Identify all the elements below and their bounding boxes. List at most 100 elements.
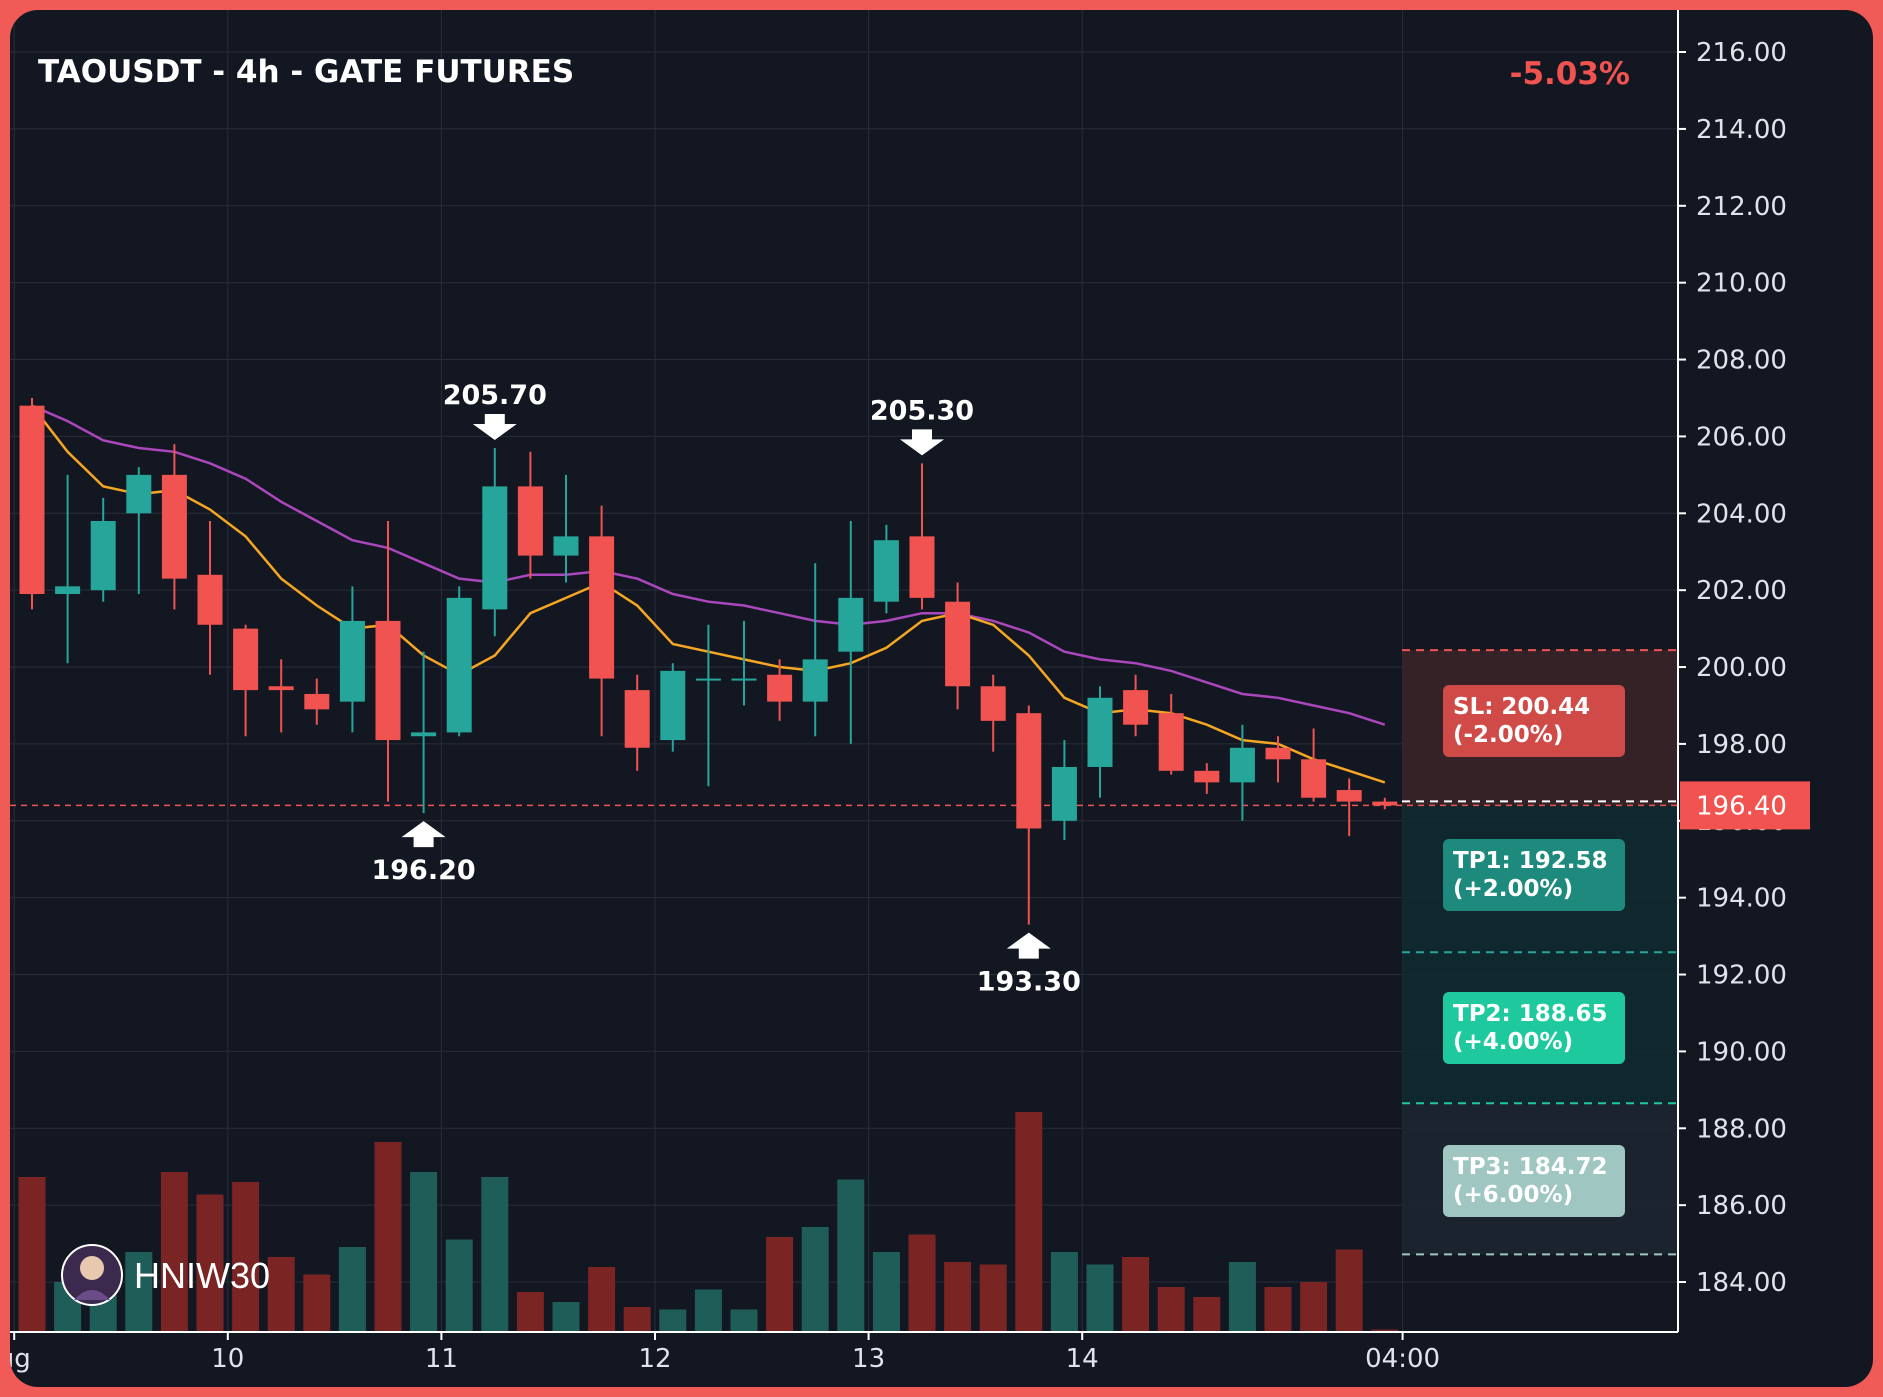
- candle: [126, 467, 152, 595]
- candle-body: [1229, 747, 1255, 783]
- candle: [1158, 693, 1184, 775]
- candle-body: [660, 670, 686, 741]
- volume-bar: [125, 1252, 153, 1332]
- watermark-handle: HNIW30: [134, 1255, 270, 1296]
- y-tick-label: 194.00: [1696, 884, 1787, 914]
- annotation-label: 205.70: [443, 380, 547, 411]
- current-price-tag: [1680, 781, 1810, 830]
- candle: [1265, 736, 1291, 783]
- volume-bar: [1228, 1262, 1256, 1332]
- volume-bar: [1300, 1282, 1328, 1332]
- candle-body: [624, 690, 650, 748]
- price-change: -5.03%: [1510, 56, 1630, 92]
- candle: [802, 563, 828, 737]
- volume-bar: [694, 1289, 722, 1332]
- volume-bars: [18, 1112, 1399, 1332]
- candle: [446, 586, 472, 737]
- candle-body: [375, 620, 401, 741]
- candles: [19, 397, 1398, 925]
- candle-body: [1123, 690, 1149, 725]
- candle: [873, 524, 899, 614]
- candle: [1194, 763, 1220, 794]
- volume-bar: [445, 1239, 473, 1332]
- candle-body: [1265, 747, 1291, 760]
- volume-bar: [232, 1182, 260, 1332]
- volume-bar: [303, 1274, 331, 1332]
- candle-body: [482, 486, 508, 610]
- y-tick-label: 184.00: [1696, 1268, 1787, 1298]
- y-tick-label: 210.00: [1696, 269, 1787, 299]
- tp1-label-percent: (+2.00%): [1453, 876, 1573, 902]
- tp2-label: TP2: 188.65(+4.00%): [1443, 992, 1625, 1064]
- candle: [411, 651, 437, 814]
- tp-sl-labels: SL: 200.44(-2.00%) TP1: 192.58(+2.00%) TP2…: [1443, 685, 1625, 1217]
- axes: 216.00 214.00 212.00 210.00 208.00 206.00 204.…: [10, 10, 1810, 1374]
- current-price-label: 196.40: [1696, 791, 1787, 821]
- x-tick-label: 04:00: [1365, 1344, 1440, 1374]
- y-tick-label: 202.00: [1696, 576, 1787, 606]
- candle: [517, 451, 543, 579]
- annotation-label: 196.20: [371, 855, 475, 886]
- candle-body: [268, 686, 294, 691]
- tp1-label-price: TP1: 192.58: [1453, 848, 1608, 874]
- candle: [980, 674, 1006, 752]
- volume-bar: [1050, 1252, 1078, 1332]
- volume-bar: [1193, 1297, 1221, 1332]
- candle: [1051, 740, 1077, 841]
- candle: [482, 447, 508, 637]
- candle: [161, 444, 187, 610]
- candle-body: [1158, 713, 1184, 771]
- candle: [1301, 728, 1327, 802]
- y-tick-label: 200.00: [1696, 653, 1787, 683]
- volume-bar: [908, 1234, 936, 1332]
- annotation-label: 193.30: [977, 967, 1081, 998]
- y-tick-label: 186.00: [1696, 1191, 1787, 1221]
- volume-bar: [1371, 1329, 1399, 1332]
- candle: [55, 474, 81, 664]
- sl-label: SL: 200.44(-2.00%): [1443, 685, 1625, 757]
- candle-body: [517, 486, 543, 556]
- candlestick-chart[interactable]: 205.70 205.30 196.20 193.30 SL: 200.44(-2.0…: [10, 10, 1873, 1387]
- x-tick-label: 12: [638, 1344, 671, 1374]
- annotation-high: 205.30: [870, 395, 974, 456]
- volume-bar: [481, 1177, 509, 1332]
- volume-bar: [659, 1309, 687, 1332]
- candle-body: [1194, 770, 1220, 783]
- volume-bar: [801, 1227, 829, 1332]
- volume-bar: [1122, 1257, 1150, 1332]
- volume-bar: [18, 1177, 46, 1332]
- arrow-down-icon: [472, 413, 517, 440]
- volume-bar: [552, 1302, 580, 1332]
- candle: [767, 659, 793, 721]
- candle-body: [19, 405, 45, 595]
- y-tick-label: 188.00: [1696, 1114, 1787, 1144]
- sl-label-box: [1443, 685, 1625, 757]
- arrow-up-icon: [401, 821, 446, 848]
- candle-body: [838, 597, 864, 652]
- volume-bar: [1335, 1249, 1363, 1332]
- candle-body: [695, 678, 721, 681]
- volume-bar: [837, 1179, 865, 1332]
- volume-bar: [267, 1257, 295, 1332]
- high-low-annotations: 205.70 205.30 196.20 193.30: [371, 380, 1080, 998]
- candle-body: [1016, 713, 1042, 829]
- candle-body: [767, 674, 793, 702]
- candle-body: [233, 628, 259, 691]
- candle: [695, 624, 721, 787]
- sl-label-price: SL: 200.44: [1453, 694, 1590, 720]
- y-tick-label: 190.00: [1696, 1037, 1787, 1067]
- candle: [909, 463, 935, 610]
- candle-body: [446, 597, 472, 733]
- tp3-label: TP3: 184.72(+6.00%): [1443, 1145, 1625, 1217]
- volume-bar: [160, 1172, 188, 1332]
- candle-body: [553, 536, 579, 556]
- volume-bar: [766, 1237, 794, 1332]
- candle-body: [589, 536, 615, 679]
- candle: [1087, 686, 1113, 798]
- volume-bar: [944, 1262, 972, 1332]
- candle: [197, 520, 223, 675]
- tp2-label-price: TP2: 188.65: [1453, 1001, 1608, 1027]
- candle-body: [731, 678, 757, 681]
- candle: [589, 505, 615, 737]
- volume-bar: [374, 1142, 402, 1332]
